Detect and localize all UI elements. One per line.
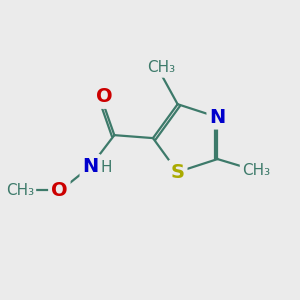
Text: O: O: [96, 87, 112, 106]
Text: S: S: [171, 163, 184, 182]
Text: N: N: [82, 157, 99, 176]
Text: O: O: [51, 181, 68, 200]
Text: CH₃: CH₃: [6, 183, 34, 198]
Text: H: H: [100, 160, 112, 175]
Text: CH₃: CH₃: [147, 60, 175, 75]
Text: N: N: [209, 108, 226, 127]
Text: CH₃: CH₃: [242, 164, 270, 178]
